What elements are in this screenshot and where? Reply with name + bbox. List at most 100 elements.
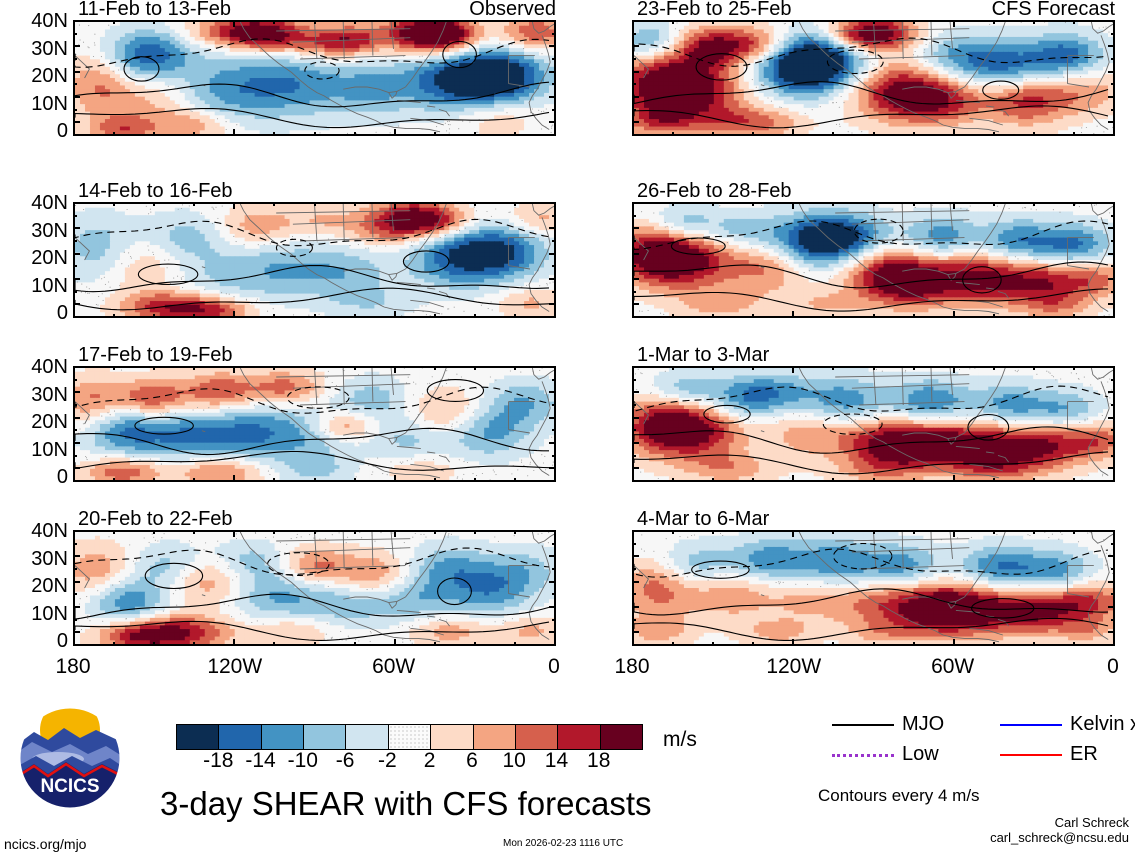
colorbar-swatch — [431, 725, 474, 749]
x-tick — [832, 20, 834, 24]
x-tick — [354, 314, 356, 318]
x-tick — [1033, 314, 1035, 318]
y-tick — [1111, 58, 1115, 60]
ncics-logo-text: NCICS — [40, 776, 99, 797]
x-tick — [752, 366, 754, 370]
site-url: ncics.org/mjo — [4, 837, 86, 852]
y-tick — [73, 366, 80, 368]
x-tick — [913, 478, 915, 482]
map-plot-area — [73, 530, 556, 646]
y-tick — [73, 480, 77, 482]
y-tick — [73, 278, 80, 280]
x-tick — [1033, 20, 1035, 24]
x-tick — [752, 478, 754, 482]
x-tick — [354, 366, 356, 370]
y-tick — [552, 215, 556, 217]
x-tick — [873, 202, 875, 206]
x-tick — [554, 639, 556, 646]
panel-title: 23-Feb to 25-Feb — [637, 0, 792, 19]
x-tick — [712, 314, 714, 318]
y-axis-tick-label: 10N — [0, 94, 68, 114]
y-tick — [632, 467, 639, 469]
column-header: CFS Forecast — [632, 0, 1115, 19]
y-tick — [549, 366, 556, 368]
x-tick — [873, 530, 875, 534]
y-tick — [73, 455, 77, 457]
x-tick — [913, 202, 915, 206]
x-tick — [273, 642, 275, 646]
x-tick — [953, 20, 955, 27]
y-axis-tick-label: 30N — [0, 385, 68, 405]
x-tick — [1033, 202, 1035, 206]
y-tick — [552, 455, 556, 457]
map-shading — [75, 368, 554, 480]
x-tick — [314, 642, 316, 646]
x-tick — [1113, 366, 1115, 373]
x-tick — [632, 311, 634, 318]
timestamp: Mon 2026-02-23 1116 UTC — [503, 838, 623, 849]
y-axis-tick-label: 10N — [0, 276, 68, 296]
x-tick — [434, 20, 436, 24]
x-tick — [1033, 478, 1035, 482]
x-tick — [993, 642, 995, 646]
map-shading — [634, 368, 1113, 480]
colorbar-tick-label: -2 — [378, 750, 397, 771]
panel-title: 14-Feb to 16-Feb — [78, 181, 233, 201]
x-tick — [1033, 132, 1035, 136]
x-tick — [394, 20, 396, 27]
y-tick — [549, 555, 556, 557]
x-tick — [1113, 475, 1115, 482]
x-tick — [672, 202, 674, 206]
x-tick — [153, 20, 155, 24]
y-tick — [552, 134, 556, 136]
map-plot-area — [632, 202, 1115, 318]
x-tick — [632, 475, 634, 482]
x-tick — [554, 202, 556, 209]
y-tick — [549, 71, 556, 73]
y-tick — [1108, 391, 1115, 393]
x-tick — [792, 530, 794, 537]
x-tick — [273, 530, 275, 534]
y-tick — [632, 644, 636, 646]
x-tick — [792, 202, 794, 209]
x-tick — [993, 132, 995, 136]
y-tick — [552, 568, 556, 570]
y-tick — [1111, 291, 1115, 293]
ncics-logo-graphic: NCICS — [19, 707, 121, 809]
map-shading — [75, 204, 554, 316]
x-tick — [1073, 530, 1075, 534]
x-axis-tick-label: 60W — [368, 656, 420, 677]
x-tick — [832, 642, 834, 646]
x-tick — [354, 478, 356, 482]
x-tick — [832, 314, 834, 318]
y-tick — [73, 109, 77, 111]
x-tick — [394, 366, 396, 373]
x-tick — [474, 478, 476, 482]
y-tick — [73, 227, 80, 229]
y-tick — [549, 253, 556, 255]
y-tick — [552, 379, 556, 381]
x-tick — [1073, 366, 1075, 370]
x-tick — [712, 132, 714, 136]
x-tick — [514, 202, 516, 206]
x-tick — [73, 639, 75, 646]
y-tick — [632, 227, 639, 229]
y-tick — [1111, 593, 1115, 595]
x-axis-tick-label: 60W — [927, 656, 979, 677]
colorbar-swatch — [346, 725, 389, 749]
author-name: Carl Schreck — [990, 815, 1129, 830]
y-tick — [549, 96, 556, 98]
y-tick — [632, 619, 636, 621]
x-tick — [434, 642, 436, 646]
x-tick — [792, 129, 794, 136]
y-tick — [552, 58, 556, 60]
x-tick — [273, 132, 275, 136]
y-tick — [1108, 366, 1115, 368]
legend-label: Low — [902, 744, 939, 765]
x-tick — [953, 530, 955, 537]
y-tick — [632, 20, 639, 22]
x-tick — [752, 314, 754, 318]
x-tick — [913, 20, 915, 24]
x-tick — [474, 314, 476, 318]
y-tick — [1108, 96, 1115, 98]
